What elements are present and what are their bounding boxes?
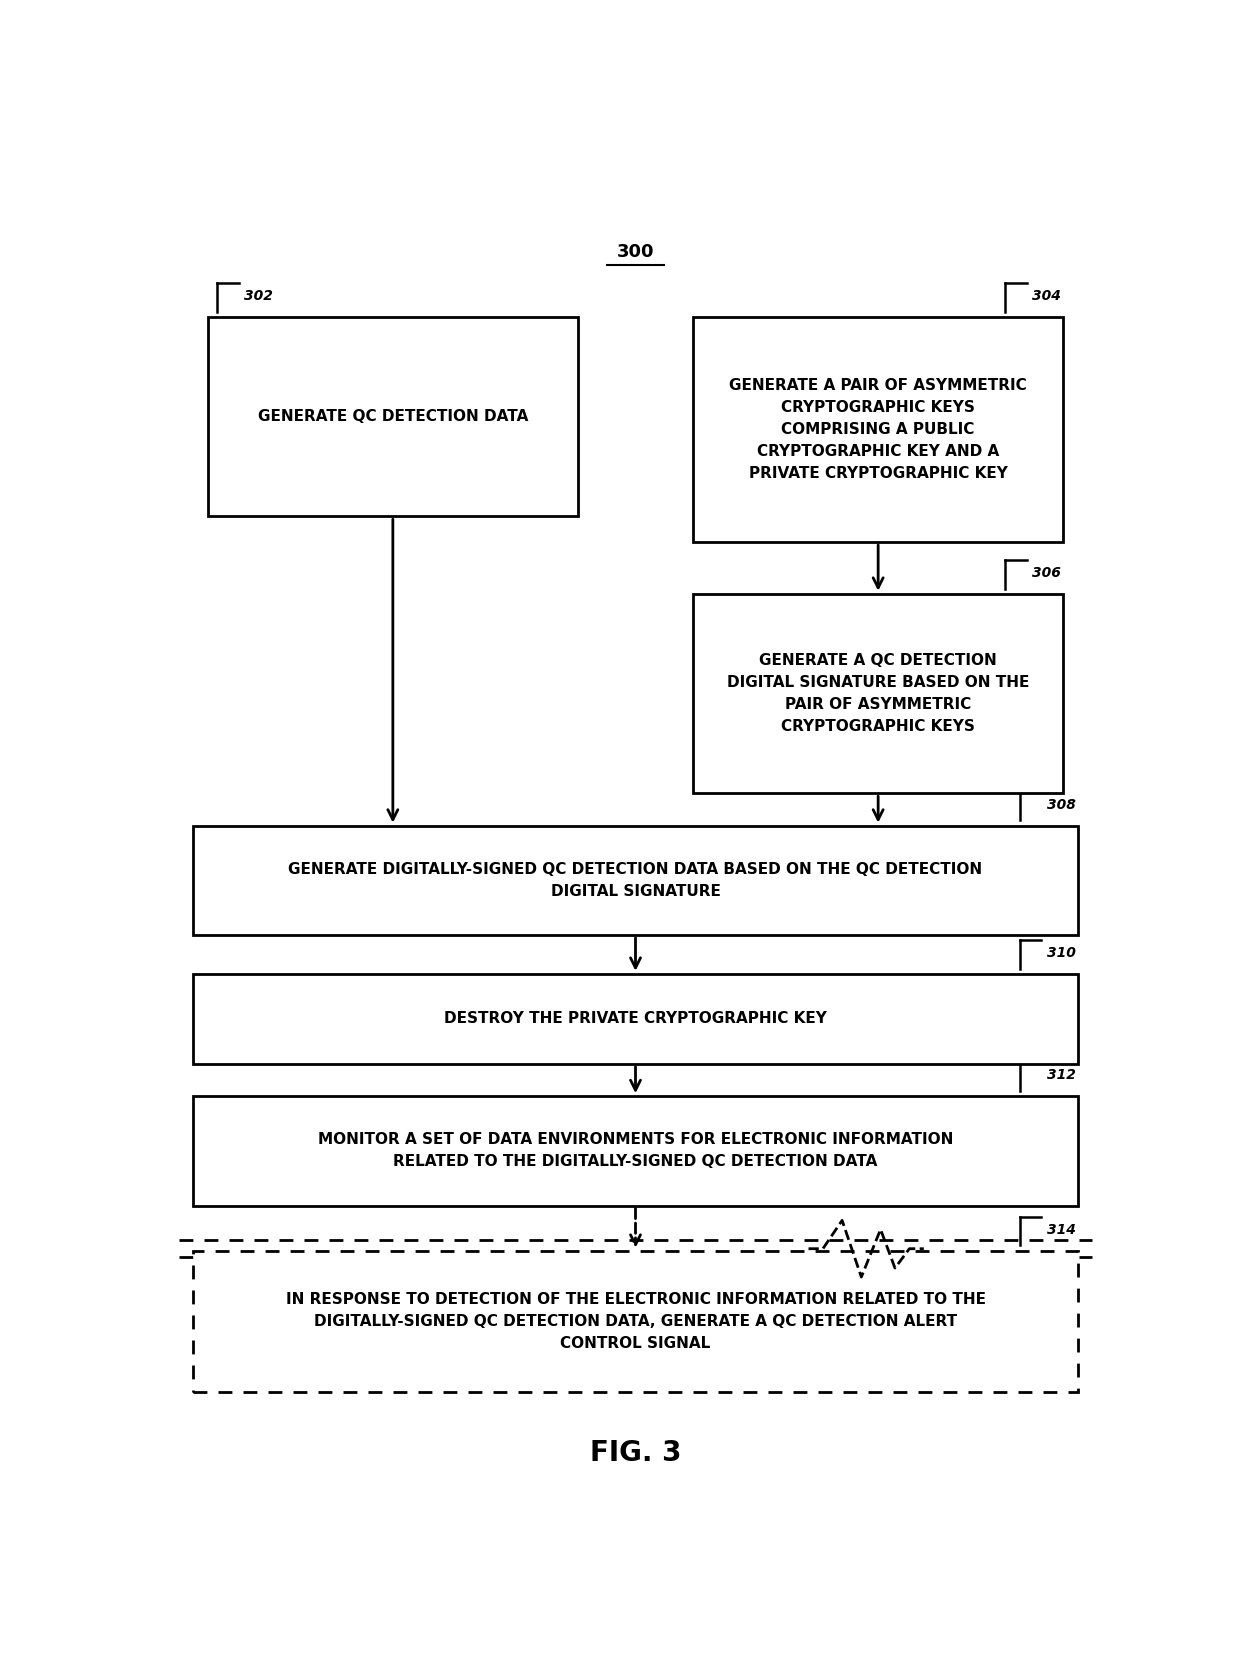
Text: MONITOR A SET OF DATA ENVIRONMENTS FOR ELECTRONIC INFORMATION
RELATED TO THE DIG: MONITOR A SET OF DATA ENVIRONMENTS FOR E… bbox=[317, 1133, 954, 1169]
Text: 310: 310 bbox=[1047, 945, 1075, 960]
Text: DESTROY THE PRIVATE CRYPTOGRAPHIC KEY: DESTROY THE PRIVATE CRYPTOGRAPHIC KEY bbox=[444, 1010, 827, 1026]
Text: GENERATE DIGITALLY-SIGNED QC DETECTION DATA BASED ON THE QC DETECTION
DIGITAL SI: GENERATE DIGITALLY-SIGNED QC DETECTION D… bbox=[289, 862, 982, 898]
Bar bbox=[193, 974, 1078, 1064]
Text: GENERATE QC DETECTION DATA: GENERATE QC DETECTION DATA bbox=[258, 408, 528, 423]
Bar bbox=[193, 825, 1078, 935]
Text: IN RESPONSE TO DETECTION OF THE ELECTRONIC INFORMATION RELATED TO THE
DIGITALLY-: IN RESPONSE TO DETECTION OF THE ELECTRON… bbox=[285, 1292, 986, 1352]
Bar bbox=[693, 316, 1063, 542]
Bar bbox=[208, 316, 578, 517]
Text: 308: 308 bbox=[1047, 798, 1075, 811]
Text: 306: 306 bbox=[1033, 565, 1061, 581]
Bar bbox=[193, 1251, 1078, 1392]
Text: GENERATE A QC DETECTION
DIGITAL SIGNATURE BASED ON THE
PAIR OF ASYMMETRIC
CRYPTO: GENERATE A QC DETECTION DIGITAL SIGNATUR… bbox=[727, 652, 1029, 734]
Text: GENERATE A PAIR OF ASYMMETRIC
CRYPTOGRAPHIC KEYS
COMPRISING A PUBLIC
CRYPTOGRAPH: GENERATE A PAIR OF ASYMMETRIC CRYPTOGRAP… bbox=[729, 378, 1027, 482]
Text: 302: 302 bbox=[244, 289, 273, 303]
Text: 300: 300 bbox=[616, 243, 655, 261]
Text: 314: 314 bbox=[1047, 1223, 1075, 1236]
Text: 304: 304 bbox=[1033, 289, 1061, 303]
Bar bbox=[193, 1096, 1078, 1206]
Bar bbox=[693, 594, 1063, 793]
Text: FIG. 3: FIG. 3 bbox=[590, 1439, 681, 1467]
Text: 312: 312 bbox=[1047, 1069, 1075, 1082]
